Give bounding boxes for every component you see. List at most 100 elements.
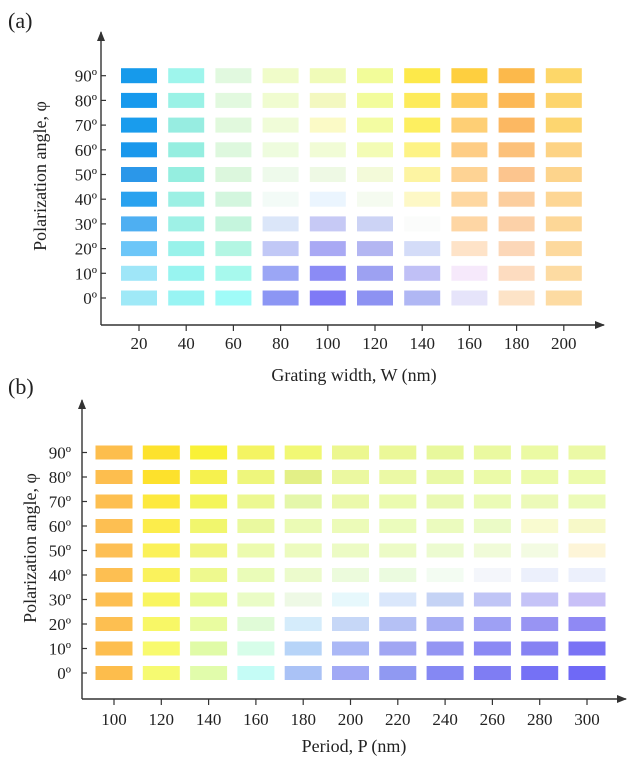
panel-a-cell bbox=[545, 290, 582, 306]
panel-b-cell bbox=[142, 470, 180, 484]
panel-b-cell bbox=[521, 666, 559, 680]
panel-b-cell bbox=[521, 519, 559, 533]
panel-b-cell bbox=[190, 568, 228, 582]
panel-b-cell bbox=[521, 641, 559, 656]
panel-a-cell bbox=[309, 117, 346, 133]
panel-b-cell bbox=[237, 568, 275, 582]
panel-a-cell bbox=[168, 265, 205, 281]
panel-b-cell bbox=[95, 666, 133, 680]
panel-b-cell bbox=[95, 543, 133, 558]
panel-b-cell bbox=[568, 519, 606, 533]
panel-b-cell bbox=[473, 543, 511, 558]
panel-b-cell bbox=[142, 617, 180, 631]
panel-b-cell bbox=[426, 494, 464, 509]
panel-a-cell bbox=[262, 241, 299, 257]
panel-a-cell bbox=[357, 92, 393, 108]
panel-b-cell bbox=[190, 543, 228, 558]
panel-b-cell bbox=[568, 617, 606, 631]
panel-b-cell bbox=[568, 592, 606, 607]
panel-a-cell bbox=[498, 290, 535, 306]
panel-a-y-tick-label: 10º bbox=[75, 264, 97, 283]
panel-b-cell bbox=[95, 568, 133, 582]
panel-a-cell bbox=[309, 68, 346, 84]
panel-a-y-axis-title: Polarization angle, φ bbox=[30, 101, 50, 251]
panel-b-cell bbox=[284, 592, 322, 607]
panel-b-cell bbox=[332, 617, 369, 631]
panel-b-cell bbox=[473, 617, 511, 631]
panel-b-y-axis-title: Polarization angle, φ bbox=[20, 473, 40, 623]
panel-b-cell bbox=[237, 445, 275, 460]
panel-b-cell bbox=[237, 666, 275, 680]
panel-a-cell bbox=[168, 191, 205, 207]
panel-b-cell bbox=[142, 592, 180, 607]
panel-a-cell bbox=[498, 216, 535, 232]
panel-b-cell bbox=[473, 519, 511, 533]
panel-b-y-tick-label: 80º bbox=[49, 468, 71, 487]
panel-a-cell bbox=[498, 117, 535, 133]
panel-b-cell bbox=[284, 568, 322, 582]
panel-b-cell bbox=[521, 592, 559, 607]
panel-a-cell bbox=[357, 216, 393, 232]
panel-a-cell bbox=[309, 265, 346, 281]
panel-b-cell bbox=[426, 543, 464, 558]
panel-b-cell bbox=[332, 445, 369, 460]
panel-a-cell bbox=[357, 142, 393, 158]
panel-b-y-tick-label: 40º bbox=[49, 566, 71, 585]
panel-a-cell bbox=[309, 216, 346, 232]
panel-a-label: (a) bbox=[8, 8, 32, 33]
panel-a-x-tick-label: 100 bbox=[315, 334, 341, 353]
panel-b-cell bbox=[142, 666, 180, 680]
panel-a-cell bbox=[262, 265, 299, 281]
panel-a-x-tick-label: 60 bbox=[225, 334, 242, 353]
panel-a-cell bbox=[498, 142, 535, 158]
panel-b-x-tick-label: 160 bbox=[243, 710, 269, 729]
panel-a-cell bbox=[215, 68, 252, 84]
panel-b-cell bbox=[332, 592, 369, 607]
panel-a-cell bbox=[121, 191, 157, 207]
panel-a-cell bbox=[121, 142, 157, 158]
panel-b-x-tick-label: 260 bbox=[480, 710, 506, 729]
panel-b-cell bbox=[284, 519, 322, 533]
panel-a-x-tick-label: 160 bbox=[457, 334, 483, 353]
panel-a-cell bbox=[215, 216, 252, 232]
panel-a-y-tick-label: 80º bbox=[75, 91, 97, 110]
panel-b-cell bbox=[379, 641, 417, 656]
panel-a-cell bbox=[262, 117, 299, 133]
panel-a-cell bbox=[498, 191, 535, 207]
panel-b-cell bbox=[473, 494, 511, 509]
panel-b-cell bbox=[426, 470, 464, 484]
panel-b-cell bbox=[95, 519, 133, 533]
panel-b-cell bbox=[568, 470, 606, 484]
panel-a-cell bbox=[498, 167, 535, 182]
panel-a-cell bbox=[404, 92, 441, 108]
panel-b-cell bbox=[284, 666, 322, 680]
panel-a-cell bbox=[498, 92, 535, 108]
panel-a-cell bbox=[121, 92, 157, 108]
panel-a-cell bbox=[357, 68, 393, 84]
panel-a-cell bbox=[168, 142, 205, 158]
panel-a-cell bbox=[121, 290, 157, 306]
panel-b-cell bbox=[379, 543, 417, 558]
panel-a-x-tick-label: 20 bbox=[131, 334, 148, 353]
panel-a-y-tick-label: 30º bbox=[75, 215, 97, 234]
panel-b-cell bbox=[237, 543, 275, 558]
panel-a-cell bbox=[545, 167, 582, 182]
panel-b-cell bbox=[521, 494, 559, 509]
panel-b-x-tick-label: 300 bbox=[574, 710, 600, 729]
panel-a-cell bbox=[545, 117, 582, 133]
panel-a-x-tick-label: 140 bbox=[409, 334, 435, 353]
panel-b-cell bbox=[284, 543, 322, 558]
panel-a-cell bbox=[451, 68, 488, 84]
panel-b-cell bbox=[142, 641, 180, 656]
panel-a-cell bbox=[215, 290, 252, 306]
panel-b-cell bbox=[142, 543, 180, 558]
panel-a-cell bbox=[262, 167, 299, 182]
panel-b-cell bbox=[379, 592, 417, 607]
panel-b-y-tick-label: 0º bbox=[57, 664, 71, 683]
panel-b-x-tick-label: 100 bbox=[101, 710, 127, 729]
panel-a-cell bbox=[262, 92, 299, 108]
panel-b-cell bbox=[332, 519, 369, 533]
panel-a-cell bbox=[168, 167, 205, 182]
panel-b-cell bbox=[473, 641, 511, 656]
